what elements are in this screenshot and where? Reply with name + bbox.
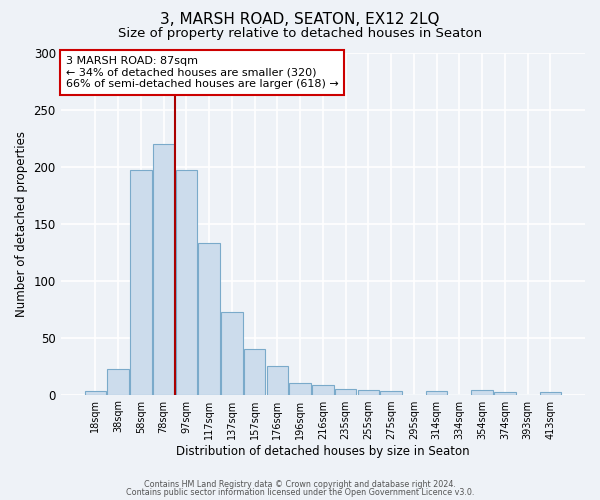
Bar [380,391,402,394]
Bar [312,386,334,394]
Bar [335,389,356,394]
Bar [426,391,448,394]
Bar [289,383,311,394]
Y-axis label: Number of detached properties: Number of detached properties [15,130,28,316]
Bar [471,390,493,394]
Bar [198,243,220,394]
Bar [153,144,175,394]
Bar [539,392,561,394]
Text: Size of property relative to detached houses in Seaton: Size of property relative to detached ho… [118,28,482,40]
Bar [107,370,129,394]
Bar [266,366,288,394]
Text: 3 MARSH ROAD: 87sqm
← 34% of detached houses are smaller (320)
66% of semi-detac: 3 MARSH ROAD: 87sqm ← 34% of detached ho… [66,56,338,89]
X-axis label: Distribution of detached houses by size in Seaton: Distribution of detached houses by size … [176,444,470,458]
Bar [130,170,152,394]
Text: 3, MARSH ROAD, SEATON, EX12 2LQ: 3, MARSH ROAD, SEATON, EX12 2LQ [160,12,440,28]
Text: Contains HM Land Registry data © Crown copyright and database right 2024.: Contains HM Land Registry data © Crown c… [144,480,456,489]
Bar [221,312,242,394]
Bar [494,392,515,394]
Bar [176,170,197,394]
Bar [85,391,106,394]
Bar [244,349,265,395]
Text: Contains public sector information licensed under the Open Government Licence v3: Contains public sector information licen… [126,488,474,497]
Bar [358,390,379,394]
